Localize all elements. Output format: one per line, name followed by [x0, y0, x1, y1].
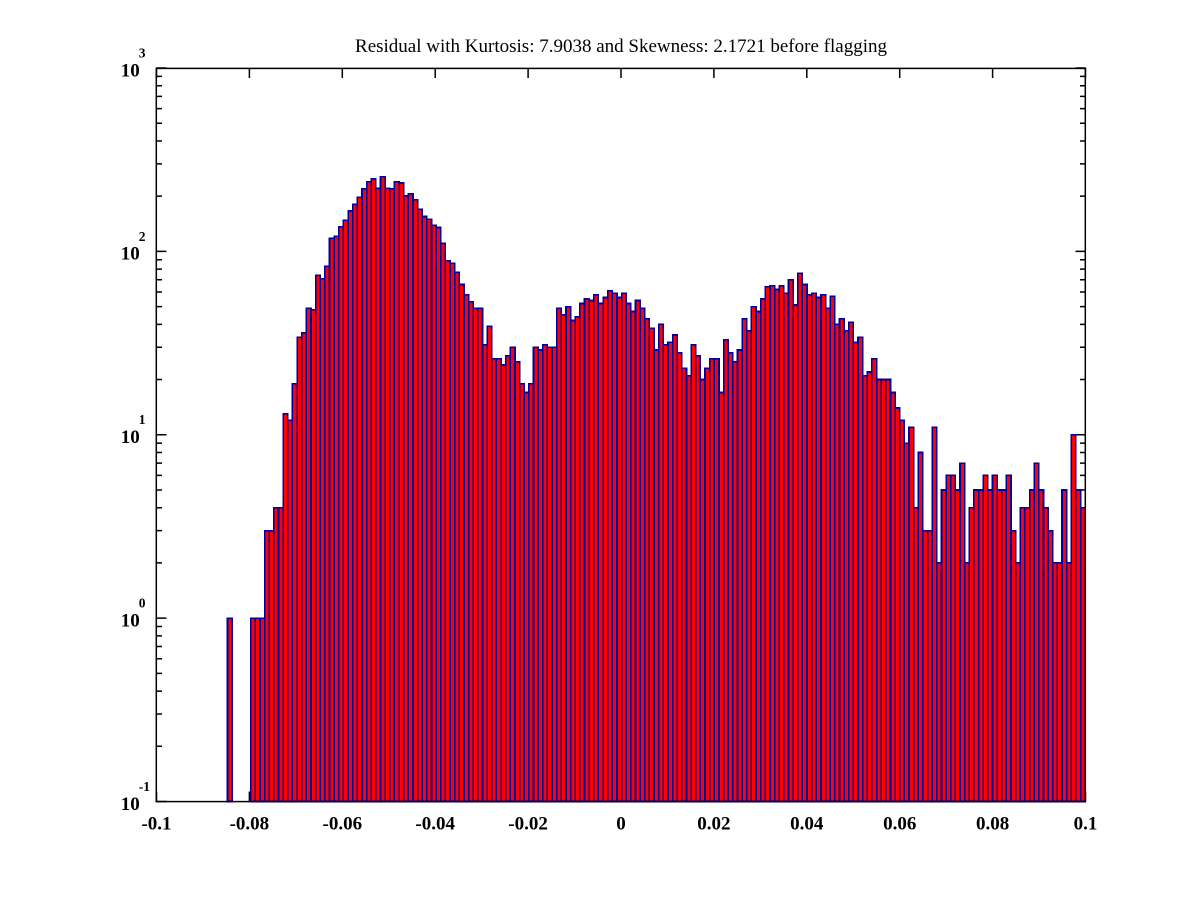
svg-text:0.08: 0.08 — [976, 814, 1009, 835]
svg-text:-0.1: -0.1 — [141, 814, 171, 835]
svg-text:-0.06: -0.06 — [323, 814, 363, 835]
svg-text:-1: -1 — [139, 779, 150, 794]
svg-text:-0.08: -0.08 — [230, 814, 270, 835]
svg-text:10: 10 — [121, 794, 140, 815]
svg-text:-0.04: -0.04 — [415, 814, 455, 835]
svg-text:0: 0 — [139, 596, 146, 611]
svg-text:10: 10 — [121, 427, 140, 448]
svg-text:0: 0 — [616, 814, 626, 835]
svg-text:0.1: 0.1 — [1074, 814, 1098, 835]
svg-text:3: 3 — [139, 46, 146, 61]
svg-text:-0.02: -0.02 — [508, 814, 548, 835]
svg-text:0.02: 0.02 — [697, 814, 730, 835]
svg-text:10: 10 — [121, 610, 140, 631]
svg-text:0.06: 0.06 — [883, 814, 916, 835]
svg-text:1: 1 — [139, 412, 146, 427]
svg-text:0.04: 0.04 — [790, 814, 824, 835]
svg-text:2: 2 — [139, 229, 146, 244]
svg-text:Residual with Kurtosis: 7.9038: Residual with Kurtosis: 7.9038 and Skewn… — [355, 36, 887, 57]
svg-text:10: 10 — [121, 60, 140, 81]
svg-text:10: 10 — [121, 244, 140, 265]
